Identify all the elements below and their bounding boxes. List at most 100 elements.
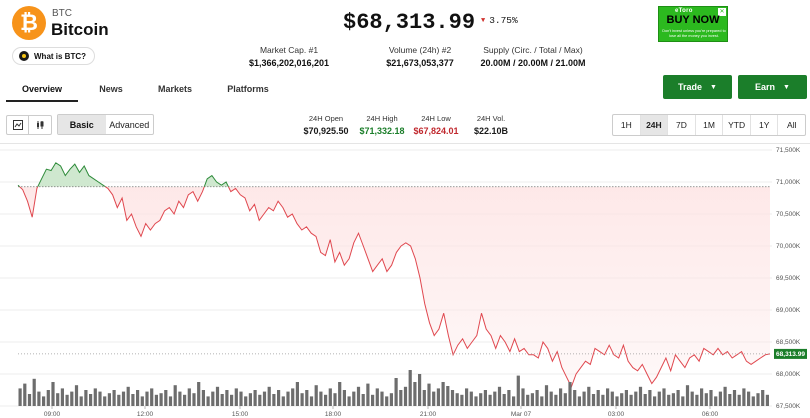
what-is-btc-label: What is BTC? bbox=[34, 51, 86, 61]
volume-bar bbox=[432, 391, 436, 406]
volume-bar bbox=[638, 386, 643, 406]
volume-bar bbox=[718, 391, 722, 406]
y-tick-label: 70,500K bbox=[776, 211, 801, 218]
volume-bar bbox=[70, 391, 74, 406]
etoro-ad-banner[interactable]: eToro ✕ BUY NOW Don't invest unless you'… bbox=[658, 6, 728, 42]
volume-bar bbox=[399, 390, 403, 406]
volume-bar bbox=[728, 394, 732, 406]
volume-bar bbox=[756, 393, 760, 406]
current-price: $68,313.99 bbox=[343, 10, 476, 35]
volume-bar bbox=[211, 391, 215, 406]
range-1y-button[interactable]: 1Y bbox=[751, 115, 779, 135]
volume-bar bbox=[714, 396, 718, 406]
volume-bar bbox=[262, 391, 267, 406]
stat-supply: Supply (Circ. / Total / Max) 20.00M / 20… bbox=[476, 45, 590, 68]
volume-bar bbox=[549, 391, 553, 406]
volume-bar bbox=[742, 388, 746, 406]
range-1h-button[interactable]: 1H bbox=[613, 115, 641, 135]
range-24h-button[interactable]: 24H bbox=[640, 115, 669, 135]
earn-button[interactable]: Earn ▼ bbox=[738, 75, 807, 99]
volume-bar bbox=[620, 393, 624, 406]
x-tick-label: 15:00 bbox=[232, 411, 249, 418]
range-all-button[interactable]: All bbox=[787, 120, 797, 130]
coin-tabs: Overview News Markets Platforms bbox=[6, 78, 646, 102]
volume-bar bbox=[535, 390, 539, 406]
volume-bar bbox=[681, 396, 685, 406]
candle-chart-toggle-button[interactable] bbox=[29, 115, 52, 135]
volume-bar bbox=[530, 393, 534, 406]
y-tick-label: 69,000K bbox=[776, 307, 801, 314]
volume-bar bbox=[154, 394, 158, 406]
ad-close-icon[interactable]: ✕ bbox=[718, 8, 726, 16]
volume-bar bbox=[474, 396, 478, 406]
mode-basic-button[interactable]: Basic bbox=[58, 115, 106, 134]
x-tick-label: Mar 07 bbox=[511, 411, 532, 418]
price-line-down bbox=[18, 186, 771, 389]
volume-bar bbox=[27, 394, 32, 406]
day-stat-volume: 24H Vol. $22.10B bbox=[466, 114, 516, 136]
stat-market-cap: Market Cap. #1 $1,366,202,016,201 bbox=[240, 45, 338, 68]
volume-bar bbox=[239, 391, 243, 406]
volume-bar bbox=[295, 382, 299, 406]
volume-bar bbox=[648, 390, 652, 406]
volume-bar bbox=[488, 394, 492, 406]
volume-bar bbox=[23, 383, 27, 406]
trade-button[interactable]: Trade ▼ bbox=[663, 75, 732, 99]
y-tick-label: 70,000K bbox=[776, 243, 801, 250]
volume-bar bbox=[338, 382, 342, 406]
x-tick-label: 18:00 bbox=[325, 411, 342, 418]
volume-bar bbox=[112, 390, 116, 406]
volume-bar bbox=[502, 394, 506, 406]
mode-advanced-button[interactable]: Advanced bbox=[109, 119, 150, 130]
volume-bar bbox=[107, 393, 111, 406]
tab-platforms[interactable]: Platforms bbox=[227, 84, 269, 94]
chart-mode-toggle: Basic Advanced bbox=[57, 114, 154, 135]
volume-bar bbox=[375, 388, 379, 406]
volume-bar bbox=[121, 391, 126, 406]
volume-bar bbox=[248, 393, 252, 406]
volume-bar bbox=[197, 382, 201, 406]
stat-value: $1,366,202,016,201 bbox=[248, 58, 330, 68]
volume-bar bbox=[436, 388, 440, 406]
volume-bar bbox=[737, 394, 741, 406]
range-1m-button[interactable]: 1M bbox=[696, 115, 724, 135]
volume-bar bbox=[37, 391, 41, 406]
volume-bar bbox=[732, 390, 737, 406]
volume-bar bbox=[46, 390, 50, 406]
volume-bar bbox=[483, 390, 487, 406]
volume-bar bbox=[455, 393, 459, 406]
day-stat-low: 24H Low $67,824.01 bbox=[405, 114, 467, 136]
volume-bar bbox=[568, 382, 572, 406]
range-ytd-button[interactable]: YTD bbox=[723, 115, 751, 135]
stat-label: Supply (Circ. / Total / Max) bbox=[483, 45, 583, 55]
y-tick-label: 69,500K bbox=[776, 275, 801, 282]
x-tick-label: 09:00 bbox=[44, 411, 61, 418]
day-stat-label: 24H Open bbox=[308, 114, 344, 123]
volume-bar bbox=[347, 396, 351, 406]
line-chart-toggle-button[interactable] bbox=[6, 115, 29, 135]
volume-bar bbox=[328, 388, 332, 406]
tab-news[interactable]: News bbox=[99, 84, 123, 94]
volume-bar bbox=[220, 394, 224, 406]
volume-bar bbox=[51, 382, 55, 406]
volume-bar bbox=[450, 390, 455, 406]
volume-bar bbox=[201, 390, 205, 406]
range-7d-button[interactable]: 7D bbox=[668, 115, 696, 135]
volume-bar bbox=[653, 396, 657, 406]
volume-bar bbox=[215, 386, 220, 406]
tab-overview[interactable]: Overview bbox=[6, 78, 78, 102]
volume-bar bbox=[761, 390, 765, 406]
volume-bar bbox=[747, 391, 751, 406]
volume-bar bbox=[305, 390, 309, 406]
tab-markets[interactable]: Markets bbox=[157, 84, 193, 94]
what-is-btc-button[interactable]: What is BTC? bbox=[12, 47, 95, 65]
volume-bar bbox=[244, 396, 248, 406]
volume-bar bbox=[65, 394, 69, 406]
volume-bar bbox=[300, 393, 304, 406]
volume-bar bbox=[164, 390, 168, 406]
ad-brand: eToro bbox=[675, 8, 693, 14]
volume-bar bbox=[629, 394, 633, 406]
bitcoin-logo-icon: ₿ bbox=[12, 6, 46, 40]
volume-bar bbox=[615, 396, 619, 406]
